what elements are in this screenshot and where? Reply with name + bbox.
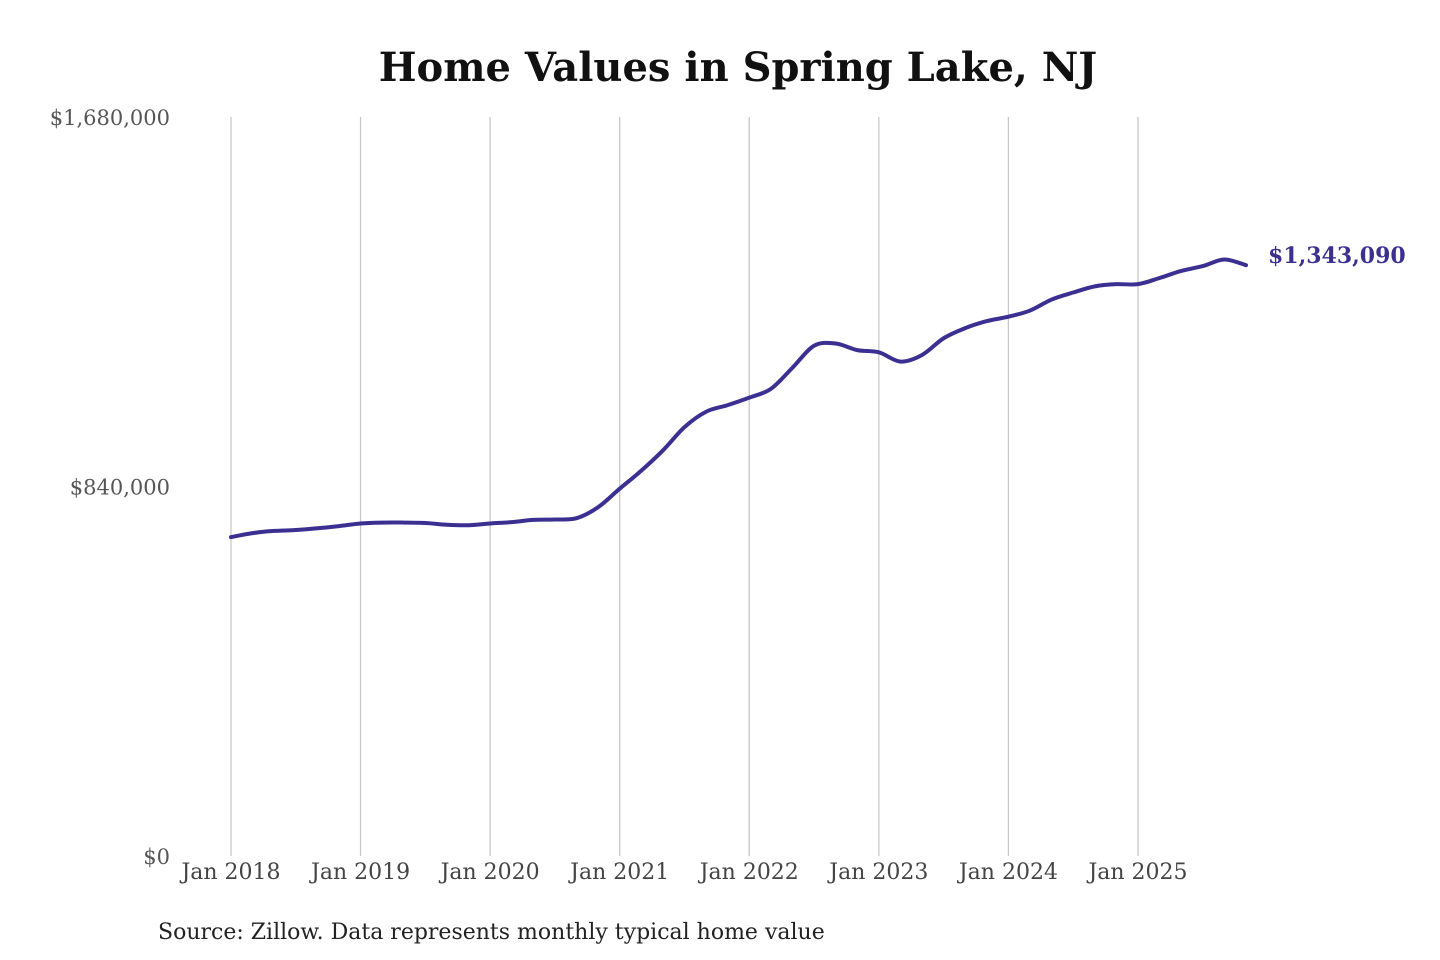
- x-tick-label-7: Jan 2025: [1086, 860, 1187, 885]
- x-tick-label-4: Jan 2022: [698, 860, 799, 885]
- x-tick-label-3: Jan 2021: [568, 860, 669, 885]
- y-axis-tick-labels: $0 $840,000 $1,680,000: [50, 106, 170, 869]
- x-tick-label-0: Jan 2018: [179, 860, 280, 885]
- source-note: Source: Zillow. Data represents monthly …: [158, 920, 825, 945]
- series-line-0: [229, 257, 1248, 540]
- x-tick-label-6: Jan 2024: [957, 860, 1058, 885]
- annotations: $1,343,090: [1268, 243, 1406, 269]
- x-axis-tick-labels: Jan 2018 Jan 2019 Jan 2020 Jan 2021 Jan 2022…: [179, 860, 1187, 885]
- series-lines: [229, 257, 1248, 540]
- y-tick-label-1: $840,000: [70, 476, 170, 500]
- x-tick-label-2: Jan 2020: [439, 860, 540, 885]
- x-tick-label-1: Jan 2019: [309, 860, 410, 885]
- chart-title: Home Values in Spring Lake, NJ: [379, 44, 1097, 91]
- y-tick-label-0: $0: [143, 845, 170, 869]
- y-tick-label-2: $1,680,000: [50, 106, 170, 130]
- end-value-label-0: $1,343,090: [1268, 243, 1406, 269]
- x-tick-label-5: Jan 2023: [827, 860, 928, 885]
- gridlines: [230, 117, 1139, 856]
